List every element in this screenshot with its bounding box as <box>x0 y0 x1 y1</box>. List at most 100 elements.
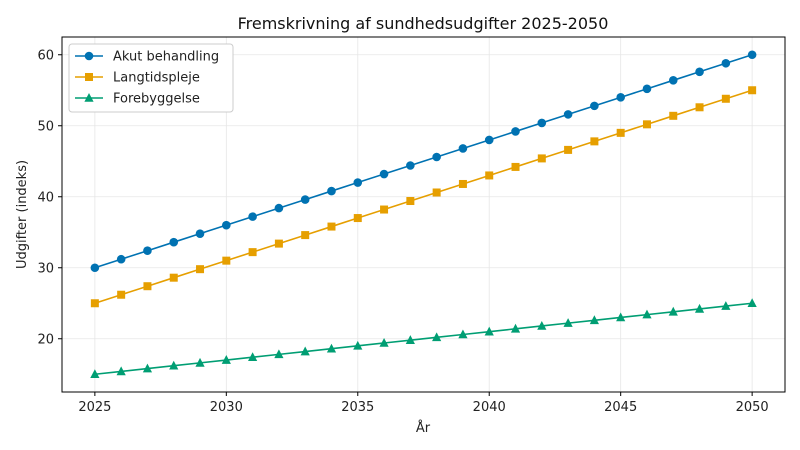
x-tick-label: 2040 <box>473 400 506 415</box>
data-point <box>669 111 678 120</box>
x-tick-label: 2045 <box>604 400 637 415</box>
y-tick-label: 60 <box>37 48 54 63</box>
data-point <box>326 343 337 353</box>
data-point <box>537 118 547 128</box>
data-point <box>589 315 599 325</box>
y-tick-label: 40 <box>37 190 54 205</box>
y-axis-label: Udgifter (indeks) <box>15 160 30 269</box>
data-point <box>274 239 283 248</box>
series-1 <box>90 50 757 273</box>
data-point <box>695 103 704 112</box>
data-point <box>222 220 231 230</box>
data-point <box>458 144 468 153</box>
y-tick-label: 20 <box>37 332 54 347</box>
data-point <box>248 212 257 221</box>
legend-marker <box>85 73 93 81</box>
data-point <box>563 110 573 119</box>
series-line <box>94 89 753 305</box>
legend: Akut behandling Langtidspleje Forebyggelse <box>68 43 234 113</box>
chart-title: Fremskrivning af sundhedsudgifter 2025-2… <box>238 14 609 33</box>
data-point <box>300 195 310 204</box>
data-point <box>484 326 494 336</box>
series-line <box>94 302 753 376</box>
data-point <box>616 312 626 322</box>
data-point <box>616 93 625 102</box>
data-point <box>590 101 599 111</box>
data-point <box>537 154 546 163</box>
data-point <box>405 335 415 344</box>
data-point <box>458 329 468 339</box>
data-point <box>432 188 441 197</box>
data-point <box>748 86 757 95</box>
data-point <box>300 346 310 356</box>
data-point <box>143 246 152 256</box>
data-point <box>642 309 652 319</box>
data-point <box>747 298 757 308</box>
data-point <box>143 282 152 291</box>
data-point <box>327 186 336 196</box>
data-point <box>537 320 547 330</box>
data-point <box>485 171 494 180</box>
data-point <box>117 290 126 299</box>
legend-marker <box>84 93 94 102</box>
data-point <box>353 178 363 187</box>
data-point <box>116 366 126 376</box>
data-point <box>169 237 179 247</box>
data-point <box>248 352 258 362</box>
data-point <box>668 76 678 85</box>
data-point <box>222 256 231 265</box>
data-point <box>90 299 99 308</box>
data-point <box>721 58 731 68</box>
data-point <box>301 231 310 240</box>
data-point <box>563 318 573 327</box>
legend-marker <box>84 51 94 61</box>
data-point <box>90 369 100 379</box>
data-point <box>406 197 415 206</box>
data-point <box>694 303 705 313</box>
data-point <box>169 360 179 370</box>
legend-box <box>68 43 234 113</box>
series-line <box>94 53 753 269</box>
data-point <box>432 152 441 162</box>
data-point <box>747 50 757 60</box>
y-tick-label: 30 <box>37 261 54 276</box>
data-point <box>642 120 651 129</box>
x-tick-label: 2050 <box>736 400 769 415</box>
y-tick-label: 50 <box>37 119 54 134</box>
data-point <box>721 301 731 310</box>
x-tick-label: 2025 <box>78 400 111 415</box>
data-point <box>642 84 652 94</box>
data-point <box>590 137 599 146</box>
x-tick-label: 2035 <box>341 400 374 415</box>
data-point <box>196 265 205 274</box>
data-point <box>564 145 573 154</box>
data-point <box>484 135 494 145</box>
data-point <box>406 161 415 170</box>
series-2 <box>90 86 757 308</box>
data-point <box>195 357 205 367</box>
data-point <box>169 273 178 282</box>
data-point <box>695 67 704 77</box>
data-point <box>353 214 362 223</box>
plot-frame <box>61 36 786 393</box>
data-point <box>248 248 257 257</box>
data-point <box>721 94 730 103</box>
data-point <box>668 306 678 316</box>
data-point <box>353 340 363 350</box>
series-3 <box>90 298 757 379</box>
legend-label: Forebyggelse <box>113 92 200 107</box>
data-point <box>511 127 520 136</box>
data-point <box>458 179 467 188</box>
x-axis-label: År <box>416 420 431 436</box>
data-point <box>327 222 336 231</box>
series-layer <box>90 50 757 379</box>
data-point <box>510 323 521 333</box>
data-point <box>195 229 205 238</box>
data-point <box>142 363 153 373</box>
data-point <box>432 332 442 342</box>
data-point <box>221 355 231 364</box>
data-point <box>90 263 100 273</box>
data-point <box>379 169 389 179</box>
data-point <box>116 254 126 264</box>
